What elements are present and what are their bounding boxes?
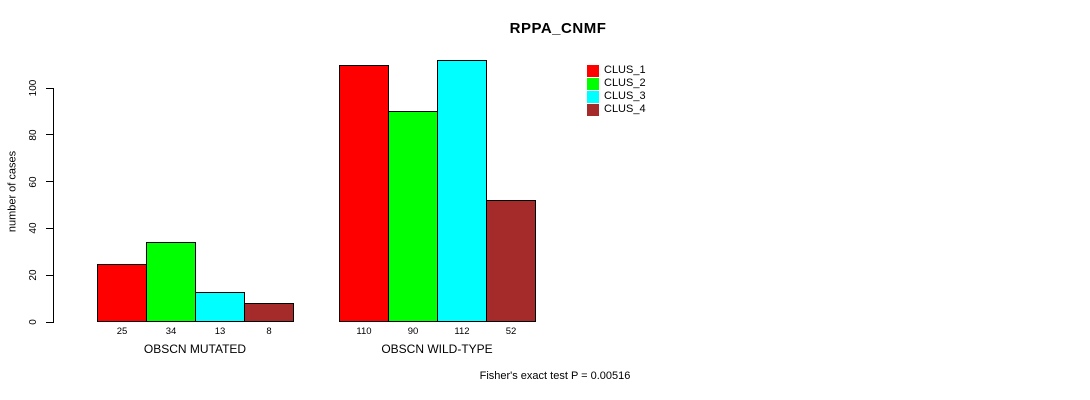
- legend-label: CLUS_3: [604, 90, 646, 102]
- y-axis-tick: [46, 87, 53, 89]
- bar-value-label: 13: [214, 326, 226, 337]
- legend-swatch-clus_2: [587, 77, 599, 90]
- y-axis-tick: [46, 274, 53, 276]
- bar-value-label: 112: [454, 326, 470, 337]
- bar-clus_3-0: [195, 291, 245, 322]
- bar-clus_1-1: [339, 64, 389, 322]
- y-axis-tick-label: 100: [28, 79, 39, 97]
- bar-clus_4-1: [486, 200, 536, 322]
- y-axis-tick-label: 20: [28, 269, 39, 281]
- y-axis-tick: [46, 227, 53, 229]
- y-axis-tick: [46, 134, 53, 136]
- legend-label: CLUS_4: [604, 103, 646, 115]
- y-axis-tick-label: 80: [28, 129, 39, 141]
- y-axis-label: number of cases: [6, 150, 19, 233]
- bar-value-label: 34: [165, 326, 177, 337]
- legend-item: CLUS_1: [587, 64, 646, 77]
- bar-clus_3-1: [437, 59, 487, 322]
- legend-label: CLUS_2: [604, 77, 646, 89]
- bar-clus_4-0: [244, 303, 294, 322]
- bar-value-label: 110: [356, 326, 372, 337]
- y-axis-line: [53, 88, 54, 323]
- bar-value-label: 25: [116, 326, 128, 337]
- chart-title: RPPA_CNMF: [509, 20, 607, 37]
- bar-value-label: 90: [407, 326, 419, 337]
- bar-clus_2-0: [146, 242, 196, 322]
- legend-item: CLUS_3: [587, 90, 646, 103]
- fisher-test-annotation: Fisher's exact test P = 0.00516: [479, 370, 631, 382]
- y-axis-tick: [46, 181, 53, 183]
- legend-swatch-clus_4: [587, 103, 599, 116]
- legend: CLUS_1 CLUS_2 CLUS_3 CLUS_4: [587, 64, 646, 116]
- legend-swatch-clus_1: [587, 64, 599, 77]
- bar-clus_1-0: [97, 263, 147, 322]
- y-axis-tick-label: 40: [28, 222, 39, 234]
- legend-item: CLUS_4: [587, 103, 646, 116]
- y-axis-tick-label: 0: [28, 319, 39, 325]
- bar-clus_2-1: [388, 111, 438, 322]
- legend-swatch-clus_3: [587, 90, 599, 103]
- y-axis-tick-label: 60: [28, 176, 39, 188]
- legend-item: CLUS_2: [587, 77, 646, 90]
- x-axis-group-label: OBSCN WILD-TYPE: [381, 342, 493, 356]
- bar-value-label: 8: [266, 326, 272, 337]
- y-axis-tick: [46, 321, 53, 323]
- x-axis-group-label: OBSCN MUTATED: [143, 342, 247, 356]
- bar-value-label: 52: [505, 326, 517, 337]
- legend-label: CLUS_1: [604, 64, 646, 76]
